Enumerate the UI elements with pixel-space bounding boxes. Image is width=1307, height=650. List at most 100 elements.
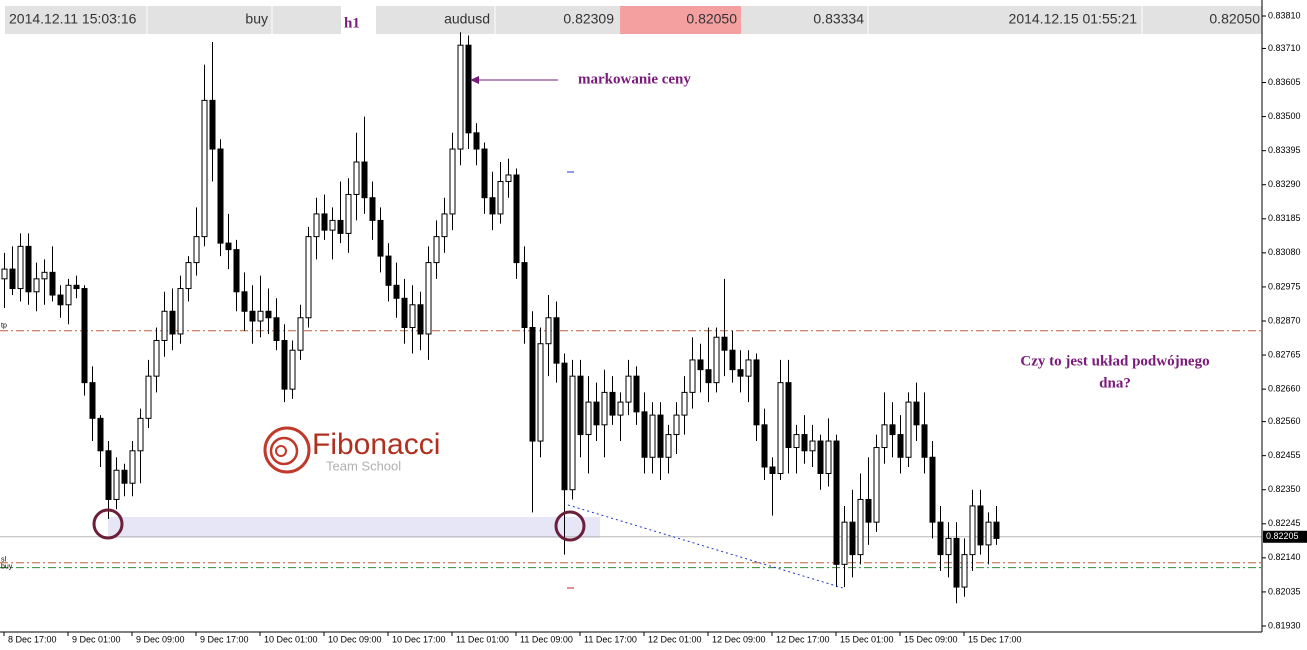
bottom-circle <box>554 510 586 542</box>
candle-body <box>721 336 728 351</box>
candle-body <box>185 262 192 290</box>
candle-body <box>489 197 496 215</box>
candle-body <box>929 456 936 523</box>
candle-body <box>33 278 40 293</box>
y-tick-label: 0.81930 <box>1268 620 1301 630</box>
candle-body <box>569 375 576 491</box>
candle-body <box>673 414 680 436</box>
header-cell-bg <box>5 6 341 34</box>
header-cell: 2014.12.15 01:55:21 <box>1009 11 1138 27</box>
candle-body <box>409 304 416 328</box>
candle-body <box>217 148 224 244</box>
candle-body <box>777 382 784 474</box>
candle-body <box>265 310 272 319</box>
y-tick-label: 0.82660 <box>1268 384 1301 394</box>
candle-body <box>393 284 400 299</box>
candle-body <box>249 310 256 322</box>
candle-body <box>161 310 168 341</box>
candle-body <box>817 440 824 474</box>
candle-body <box>609 391 616 416</box>
candle-body <box>385 255 392 286</box>
header-cell-bg <box>376 6 620 34</box>
candle-body <box>49 271 56 296</box>
x-tick-label: 11 Dec 01:00 <box>456 634 509 644</box>
candle-body <box>41 271 48 280</box>
annotation: dna? <box>1099 375 1131 391</box>
candle-body <box>961 554 968 588</box>
y-tick-label: 0.83810 <box>1268 10 1301 20</box>
logo-spiral <box>263 426 311 474</box>
candle-body <box>129 450 136 484</box>
candle-body <box>881 424 888 449</box>
x-tick-label: 15 Dec 09:00 <box>904 634 958 644</box>
candle-body <box>985 521 992 546</box>
candle-body <box>361 161 368 199</box>
candle-body <box>89 382 96 419</box>
candle-body <box>505 174 512 182</box>
candle-body <box>401 297 408 328</box>
y-tick-label: 0.83605 <box>1268 77 1301 87</box>
x-tick-label: 9 Dec 09:00 <box>136 634 185 644</box>
header-cell: buy <box>245 11 268 27</box>
candle-body <box>617 401 624 416</box>
y-tick-label: 0.82975 <box>1268 281 1301 291</box>
header-cell: 0.83334 <box>813 11 864 27</box>
candle-body <box>521 262 528 328</box>
candle-body <box>953 537 960 588</box>
candle-body <box>25 245 32 293</box>
candle-body <box>873 447 880 523</box>
logo-subtitle: Team School <box>326 458 401 473</box>
y-tick-label: 0.83710 <box>1268 43 1301 53</box>
header-cell: 0.82050 <box>686 11 737 27</box>
x-tick-label: 8 Dec 17:00 <box>8 634 57 644</box>
candle-body <box>657 414 664 458</box>
candle-body <box>233 249 240 293</box>
candle-body <box>481 148 488 199</box>
x-tick-label: 15 Dec 17:00 <box>968 634 1022 644</box>
header-cell: 2014.12.11 15:03:16 <box>9 11 137 27</box>
candle-body <box>225 242 232 251</box>
candle-body <box>81 288 88 384</box>
candle-body <box>289 349 296 390</box>
candle-body <box>369 197 376 221</box>
x-tick-label: 9 Dec 17:00 <box>200 634 249 644</box>
y-tick-label: 0.83290 <box>1268 179 1301 189</box>
candle-body <box>449 148 456 215</box>
candle-body <box>273 317 280 341</box>
y-tick-label: 0.82350 <box>1268 484 1301 494</box>
candle-body <box>713 336 720 384</box>
header-cell: 0.82309 <box>563 11 614 27</box>
candle-body <box>665 434 672 458</box>
candle-body <box>201 99 208 238</box>
x-tick-label: 11 Dec 17:00 <box>584 634 637 644</box>
candle-body <box>921 424 928 458</box>
logo: Fibonacci Team School <box>263 426 440 474</box>
y-tick-label: 0.83185 <box>1268 213 1301 223</box>
candle-body <box>473 132 480 150</box>
candle-body <box>993 521 1000 539</box>
y-tick-label: 0.82035 <box>1268 586 1301 596</box>
candle-body <box>577 375 584 436</box>
y-tick-label: 0.82765 <box>1268 349 1301 359</box>
candle-body <box>257 310 264 322</box>
x-tick-label: 10 Dec 09:00 <box>328 634 382 644</box>
candle-body <box>761 424 768 468</box>
candle-body <box>833 440 840 565</box>
y-tick-label: 0.83395 <box>1268 145 1301 155</box>
current-price-label: 0.82205 <box>1266 531 1299 541</box>
candle-body <box>457 44 464 150</box>
candle-body <box>545 317 552 345</box>
candle-body <box>425 262 432 335</box>
candle-body <box>497 180 504 215</box>
level-label: tp <box>1 323 7 330</box>
y-tick-label: 0.83080 <box>1268 247 1301 257</box>
candle-body <box>337 219 344 234</box>
level-label: buy <box>1 563 13 570</box>
y-tick-label: 0.82455 <box>1268 450 1301 460</box>
candle-body <box>737 369 744 377</box>
candle-body <box>889 424 896 436</box>
current-price-box <box>1263 530 1307 543</box>
candle-body <box>593 401 600 426</box>
candle-body <box>113 469 120 500</box>
